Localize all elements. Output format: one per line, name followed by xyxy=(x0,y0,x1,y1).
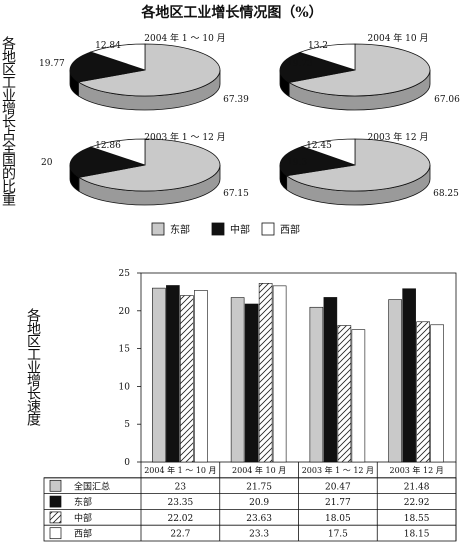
pie-value-label: 12.84 xyxy=(95,41,121,51)
y-tick-label: 10 xyxy=(119,382,131,392)
x-category-label: 2003 年 12 月 xyxy=(390,465,444,475)
bar xyxy=(309,306,324,463)
pie-slice xyxy=(279,52,356,83)
table-series-name: 东部 xyxy=(74,496,92,508)
bar xyxy=(351,329,366,463)
bar xyxy=(416,321,430,463)
bar xyxy=(258,283,273,463)
bar-side-label: 各地区工业增长速度 xyxy=(25,308,41,425)
pie-slice xyxy=(89,138,146,166)
table-cell-value: 21.48 xyxy=(404,482,430,492)
pie-value-label: 19.73 xyxy=(287,59,313,69)
bar xyxy=(388,299,402,463)
bar xyxy=(180,295,194,463)
table-cell-value: 17.5 xyxy=(328,530,348,540)
pie-slice xyxy=(279,146,356,177)
table-cell-value: 21.75 xyxy=(246,482,272,492)
pie-slice xyxy=(69,146,146,178)
pie-title: 2004 年 10 月 xyxy=(368,32,429,44)
pie-slice xyxy=(298,43,356,71)
legend-label: 西部 xyxy=(280,223,300,236)
figure-title: 各地区工业增长情况图（%） xyxy=(141,5,323,21)
table-legend-swatch xyxy=(49,527,62,540)
table-cell-value: 20.9 xyxy=(249,498,269,508)
pie-slice xyxy=(89,43,146,71)
pie-value-label: 13.2 xyxy=(308,41,328,51)
pie-value-label: 67.06 xyxy=(434,95,460,105)
table-series-name: 中部 xyxy=(74,512,92,524)
legend-label: 东部 xyxy=(170,223,190,236)
table-cell-value: 22.02 xyxy=(167,514,193,524)
table-series-name: 全国汇总 xyxy=(74,480,110,492)
pie-slice xyxy=(69,51,146,83)
bar xyxy=(402,288,416,463)
table-cell-value: 20.47 xyxy=(325,482,351,492)
bar xyxy=(244,303,259,463)
legend-swatch xyxy=(151,222,165,236)
pie-value-label: 12.45 xyxy=(306,141,332,151)
pie-value-label: 67.39 xyxy=(223,95,249,105)
bar xyxy=(230,297,245,463)
table-cell-value: 23.63 xyxy=(246,514,272,524)
table-cell-value: 23 xyxy=(175,482,187,492)
bar xyxy=(194,290,208,463)
table-cell-value: 18.55 xyxy=(404,514,430,524)
pie-slice xyxy=(77,43,221,97)
pie-title: 2004 年 1 ～ 10 月 xyxy=(144,32,225,44)
y-tick-label: 20 xyxy=(119,307,131,317)
pie-value-label: 19.77 xyxy=(39,59,65,69)
pie-title: 2003 年 1 ～ 12 月 xyxy=(144,131,225,143)
table-legend-swatch xyxy=(49,511,62,524)
table-legend-swatch xyxy=(49,495,62,508)
table-cell-value: 21.77 xyxy=(325,498,351,508)
y-tick-label: 0 xyxy=(124,458,130,468)
bar xyxy=(430,324,444,463)
pie-side-label: 各地区工业增长占全国的比重 xyxy=(0,36,16,205)
pie-value-label: 20 xyxy=(41,158,53,168)
pie-value-label: 12.86 xyxy=(95,141,121,151)
table-cell-value: 18.05 xyxy=(325,514,351,524)
pie-value-label: 68.25 xyxy=(433,189,459,199)
y-tick-label: 5 xyxy=(124,420,130,430)
table-legend-swatch xyxy=(49,479,62,492)
table-cell-value: 23.35 xyxy=(167,498,193,508)
pie-slice xyxy=(300,138,356,166)
bar xyxy=(337,325,352,463)
table-cell-value: 23.3 xyxy=(249,530,269,540)
pie-slice xyxy=(77,138,221,192)
legend-label: 中部 xyxy=(230,223,250,236)
pie-title: 2003 年 12 月 xyxy=(368,131,429,143)
bar xyxy=(323,297,338,463)
x-category-label: 2003 年 1 ～ 12 月 xyxy=(302,465,374,475)
table-cell-value: 22.7 xyxy=(170,530,190,540)
legend-swatch xyxy=(261,222,275,236)
pie-slice xyxy=(288,43,431,97)
bar xyxy=(166,285,180,463)
y-tick-label: 25 xyxy=(119,269,131,279)
bar xyxy=(152,287,166,463)
x-category-label: 2004 年 1 ～ 10 月 xyxy=(144,465,216,475)
legend-swatch xyxy=(211,222,225,236)
table-series-name: 西部 xyxy=(74,528,92,540)
table-cell-value: 18.15 xyxy=(404,530,430,540)
table-cell-value: 22.92 xyxy=(404,498,430,508)
bar xyxy=(272,285,287,463)
x-category-label: 2004 年 10 月 xyxy=(232,465,286,475)
pie-slice xyxy=(285,138,431,192)
pie-value-label: 67.15 xyxy=(223,189,249,199)
pie-value-label: 19.3 xyxy=(287,158,307,168)
y-tick-label: 15 xyxy=(119,345,131,355)
